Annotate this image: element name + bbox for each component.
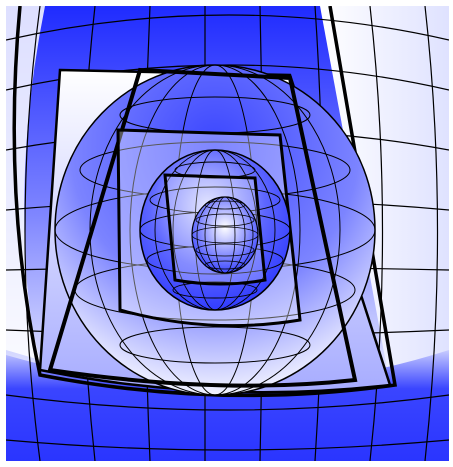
outer-sphere-right-face (320, 6, 449, 400)
core-sphere-grid (191, 196, 259, 274)
core-sphere (191, 196, 259, 274)
shell-cut-2 (47, 67, 358, 388)
outer-cut-edge (12, 6, 398, 398)
